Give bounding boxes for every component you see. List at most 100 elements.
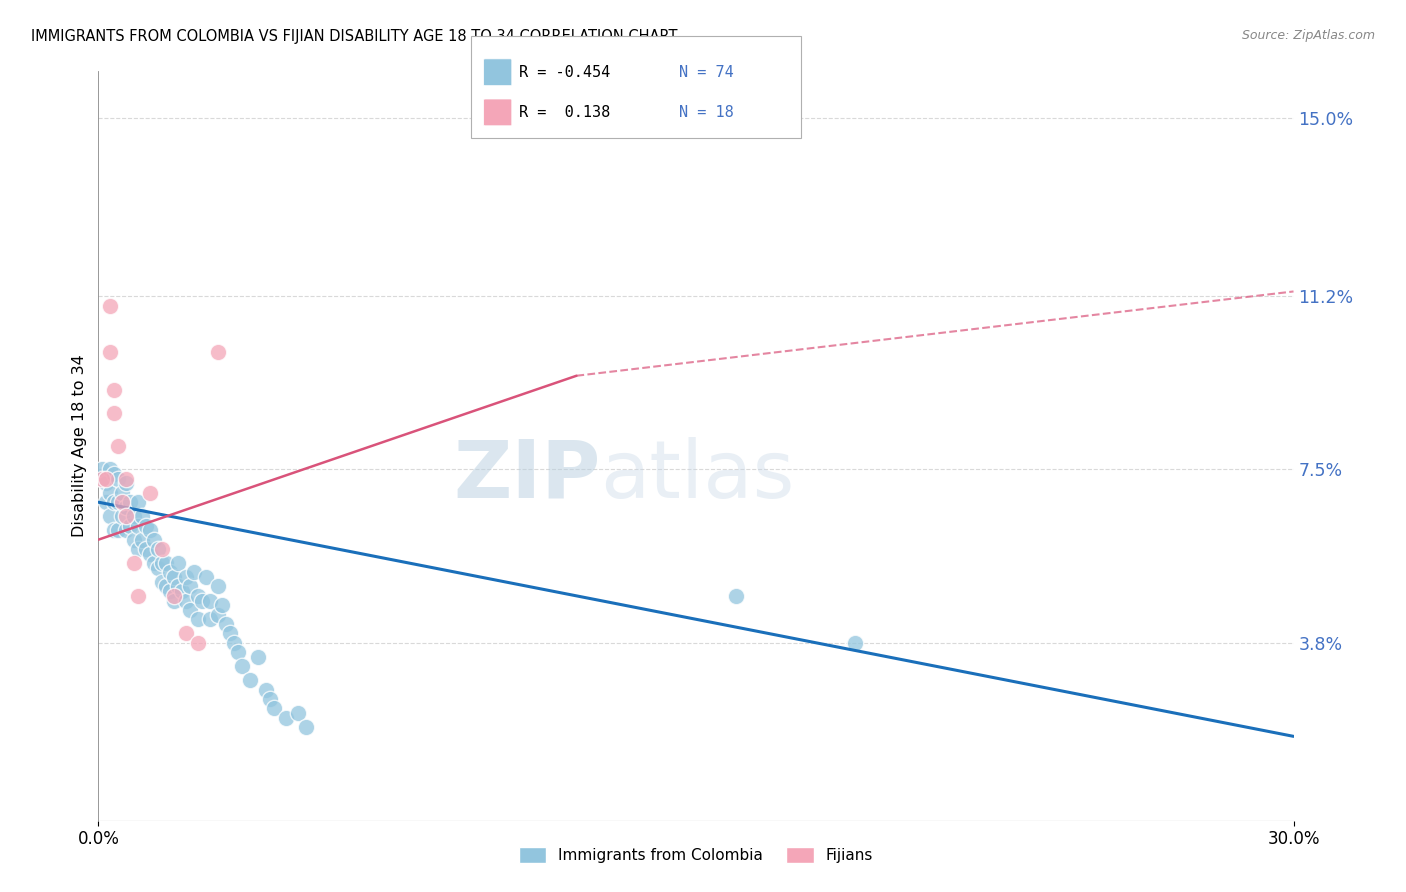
Legend: Immigrants from Colombia, Fijians: Immigrants from Colombia, Fijians [513,841,879,869]
Point [103,406,125,420]
Point [143,533,166,547]
Point [107,472,129,486]
Point [96,495,118,509]
Point [150,556,173,570]
Point [124,509,146,524]
Point [263,701,285,715]
Point [131,533,153,547]
Point [111,509,134,524]
Point [127,541,149,557]
Point [135,541,157,557]
Point [155,580,177,594]
Point [131,509,153,524]
Point [211,599,233,613]
Point [107,439,129,453]
Point [124,556,146,570]
Text: R = -0.454: R = -0.454 [519,65,610,79]
Point [135,518,157,533]
Point [231,659,253,673]
Point [207,607,229,622]
Point [167,556,190,570]
Point [120,495,142,509]
Point [294,720,316,734]
Point [98,462,122,476]
Point [159,566,181,580]
Point [215,617,238,632]
Point [167,580,190,594]
Point [724,589,747,603]
Point [96,476,118,491]
Point [187,612,209,626]
Text: IMMIGRANTS FROM COLOMBIA VS FIJIAN DISABILITY AGE 18 TO 34 CORRELATION CHART: IMMIGRANTS FROM COLOMBIA VS FIJIAN DISAB… [31,29,678,44]
Point [127,495,149,509]
Point [127,518,149,533]
Point [98,298,122,313]
Point [254,682,277,697]
Point [259,692,281,706]
Point [198,612,221,626]
Point [159,584,181,599]
Text: ZIP: ZIP [453,437,600,515]
Point [174,593,197,607]
Point [222,635,245,649]
Point [143,556,166,570]
Text: Source: ZipAtlas.com: Source: ZipAtlas.com [1241,29,1375,42]
Point [172,584,194,599]
Point [139,523,162,537]
Point [98,345,122,359]
Point [98,485,122,500]
Point [195,570,218,584]
Y-axis label: Disability Age 18 to 34: Disability Age 18 to 34 [72,355,87,537]
Text: R =  0.138: R = 0.138 [519,105,610,120]
Point [187,635,209,649]
Point [107,523,129,537]
Point [155,556,177,570]
Point [103,523,125,537]
Point [239,673,262,688]
Text: atlas: atlas [600,437,794,515]
Point [183,566,205,580]
Point [91,472,114,486]
Point [111,495,134,509]
Point [127,589,149,603]
Point [187,589,209,603]
Point [103,467,125,482]
Point [198,593,221,607]
Point [150,574,173,589]
Point [115,476,138,491]
Point [148,541,170,557]
Point [226,645,249,659]
Point [115,509,138,524]
Point [246,649,269,664]
Text: N = 74: N = 74 [679,65,734,79]
Point [207,580,229,594]
Text: N = 18: N = 18 [679,105,734,120]
Point [179,580,201,594]
Point [120,518,142,533]
Point [115,500,138,514]
Point [191,593,214,607]
Point [124,533,146,547]
Point [139,547,162,561]
Point [174,626,197,640]
Point [174,570,197,584]
Point [207,345,229,359]
Point [148,561,170,575]
Point [111,485,134,500]
Point [844,635,866,649]
Point [150,541,173,557]
Point [274,710,297,724]
Point [107,495,129,509]
Point [115,472,138,486]
Point [115,523,138,537]
Point [163,589,186,603]
Point [163,593,186,607]
Point [139,485,162,500]
Point [103,495,125,509]
Point [163,570,186,584]
Point [91,462,114,476]
Point [96,472,118,486]
Point [98,509,122,524]
Point [179,603,201,617]
Point [103,383,125,397]
